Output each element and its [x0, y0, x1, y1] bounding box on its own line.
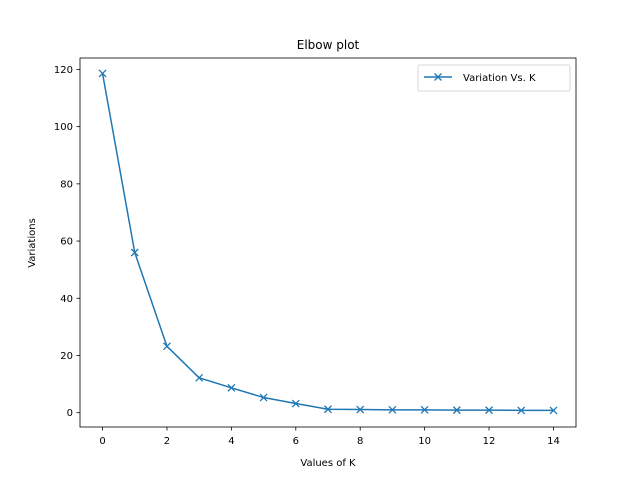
- y-tick-label: 60: [60, 237, 73, 248]
- x-tick-label: 10: [418, 436, 431, 447]
- series-layer: [98, 69, 558, 415]
- data-point-marker: [163, 342, 171, 351]
- data-point-marker: [195, 373, 204, 382]
- x-tick-label: 2: [164, 436, 170, 447]
- legend-label: Variation Vs. K: [463, 73, 536, 84]
- y-tick-label: 40: [60, 294, 73, 305]
- data-point-marker: [130, 248, 139, 257]
- data-point-marker: [291, 399, 300, 408]
- y-tick-label: 0: [67, 408, 73, 419]
- data-point-marker: [259, 393, 268, 402]
- x-axis-label: Values of K: [300, 458, 356, 469]
- x-tick-label: 12: [483, 436, 496, 447]
- y-ticks: 0 20 40 60 80 100 120: [54, 65, 80, 419]
- data-point-marker: [452, 406, 461, 415]
- data-point-marker: [98, 69, 107, 78]
- chart-title: Elbow plot: [297, 38, 360, 52]
- x-tick-label: 0: [99, 436, 105, 447]
- legend-box: [417, 64, 571, 92]
- data-point-marker: [356, 405, 365, 414]
- x-tick-label: 4: [228, 436, 234, 447]
- data-point-marker: [227, 383, 236, 392]
- x-ticks: 0 2 4 6 8 10 12 14: [99, 427, 560, 447]
- data-point-marker: [549, 406, 558, 415]
- x-tick-label: 14: [547, 436, 560, 447]
- x-tick-label: 8: [357, 436, 363, 447]
- data-point-marker: [324, 405, 332, 414]
- data-point-marker: [420, 405, 429, 414]
- y-tick-label: 80: [60, 179, 73, 190]
- y-tick-label: 20: [60, 351, 73, 362]
- legend-marker: [434, 73, 442, 81]
- y-tick-label: 120: [54, 65, 73, 76]
- plot-area: 0 2 4 6 8 10 12 14 0 20 40 60 80 100 120: [54, 57, 577, 447]
- y-tick-label: 100: [54, 122, 73, 133]
- data-point-marker: [485, 406, 493, 415]
- axes-frame: [79, 57, 577, 428]
- y-axis-label: Variations: [27, 218, 38, 268]
- legend: Variation Vs. K: [417, 64, 571, 92]
- data-point-marker: [388, 405, 397, 414]
- x-tick-label: 6: [293, 436, 299, 447]
- data-point-marker: [517, 406, 526, 415]
